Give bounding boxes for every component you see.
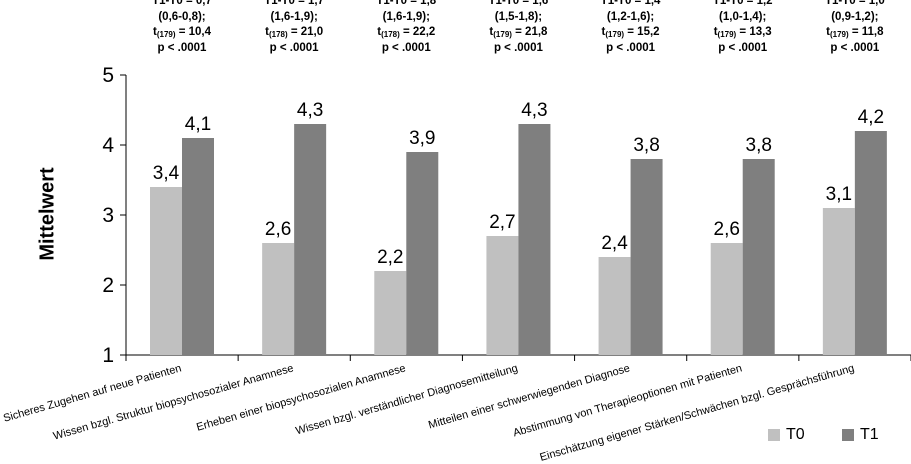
stat-t-df: (178) (381, 30, 400, 39)
stat-t-value: t(179) = 11,8 (826, 26, 884, 39)
bar-t1 (518, 124, 551, 355)
stat-confidence-interval: (1,0-1,4); (719, 10, 767, 23)
data-label-t0: 2,4 (601, 233, 628, 254)
bar-t0 (374, 271, 407, 355)
stat-confidence-interval: (0,6-0,8); (158, 10, 206, 23)
bar-t1 (406, 152, 439, 355)
bar-t1 (294, 124, 327, 355)
stat-t-df: (179) (493, 30, 512, 39)
legend-label-t1: T1 (860, 426, 879, 443)
stat-annotation: T1-T0 = 1,4 (1,2-1,6); t(179) = 15,2 p < .0… (571, 0, 691, 56)
stat-confidence-interval: (1,6-1,9); (382, 10, 430, 23)
y-axis-label: Mittelwert (36, 167, 59, 261)
bar-t1 (630, 159, 663, 355)
stat-confidence-interval: (1,5-1,8); (494, 10, 543, 23)
stat-p-value: p < .0001 (606, 41, 656, 54)
stat-annotation: T1-T0 = 0,7 (0,6-0,8); t(179) = 10,4 p < .0… (122, 0, 242, 56)
stat-t-df: (179) (156, 30, 176, 39)
stat-p-value: p < .0001 (157, 41, 207, 54)
bar-t0 (262, 243, 295, 355)
stat-p-value: p < .0001 (830, 41, 880, 54)
stat-t-value: t(178) = 22,2 (377, 26, 436, 39)
x-tick-label: Sicheres Zugehen auf neue Patienten (2, 362, 183, 424)
legend-swatch-t1 (842, 429, 854, 441)
legend-item-t1: T1 (842, 425, 879, 445)
stat-p-value: p < .0001 (718, 41, 768, 54)
stat-p-value: p < .0001 (269, 41, 319, 54)
data-label-t1: 4,1 (185, 114, 211, 135)
legend-item-t0: T0 (768, 425, 805, 445)
data-label-t0: 2,6 (265, 219, 291, 240)
stat-annotation: T1-T0 = 1,7 (1,6-1,9); t(178) = 21,0 p < .0… (234, 0, 354, 56)
stat-difference: T1-T0 = 1,2 (712, 0, 773, 7)
stat-t-value: t(179) = 10,4 (152, 26, 212, 39)
bar-t0 (598, 257, 631, 355)
data-label-t0: 3,4 (153, 163, 180, 184)
stat-t-df: (179) (717, 30, 737, 39)
stat-confidence-interval: (1,6-1,9); (270, 10, 318, 23)
stat-confidence-interval: (0,9-1,2); (831, 10, 879, 23)
stat-annotation: T1-T0 = 1,2 (1,0-1,4); t(179) = 13,3 p < .0… (683, 0, 803, 56)
stat-difference: T1-T0 = 1,7 (264, 0, 325, 7)
x-tick-label: Mitteilen einer schwerwiegenden Diagnose (427, 362, 631, 431)
stat-t-df: (179) (829, 30, 849, 39)
stat-t-value: t(178) = 21,0 (265, 26, 324, 39)
bar-t1 (742, 159, 775, 355)
stat-difference: T1-T0 = 1,0 (824, 0, 885, 7)
bar-t0 (150, 187, 182, 355)
stat-p-value: p < .0001 (493, 41, 543, 54)
stat-t-value: t(179) = 21,8 (489, 26, 548, 39)
data-label-t1: 3,9 (409, 128, 435, 149)
stat-t-df: (178) (268, 30, 288, 39)
data-label-t1: 4,2 (858, 107, 884, 128)
data-label-t0: 3,1 (826, 184, 852, 205)
data-label-t1: 4,3 (297, 100, 323, 121)
stat-difference: T1-T0 = 0,7 (152, 0, 212, 7)
stat-t-value: t(179) = 13,3 (713, 26, 772, 39)
y-tick-label: 5 (102, 64, 114, 87)
stat-confidence-interval: (1,2-1,6); (606, 10, 655, 23)
stat-t-value: t(179) = 15,2 (601, 26, 660, 39)
data-label-t0: 2,6 (714, 219, 740, 240)
stat-p-value: p < .0001 (381, 41, 431, 54)
data-label-t1: 4,3 (521, 100, 547, 121)
data-label-t0: 2,7 (489, 212, 515, 233)
stat-annotation: T1-T0 = 1,6 (1,5-1,8); t(179) = 21,8 p < .0… (458, 0, 578, 56)
bar-t0 (486, 236, 519, 355)
stat-annotation: T1-T0 = 1,0 (0,9-1,2); t(179) = 11,8 p < .0… (795, 0, 911, 56)
bar-t1 (854, 131, 887, 355)
bar-t0 (710, 243, 743, 355)
y-tick-label: 2 (102, 274, 114, 297)
data-label-t0: 2,2 (377, 247, 403, 268)
data-label-t1: 3,8 (633, 135, 659, 156)
legend-label-t0: T0 (786, 426, 805, 443)
stat-difference: T1-T0 = 1,4 (600, 0, 661, 7)
y-tick-label: 1 (102, 344, 114, 367)
bar-t0 (822, 208, 855, 355)
legend-swatch-t0 (768, 429, 780, 441)
stat-t-df: (179) (605, 30, 625, 39)
y-tick-label: 4 (102, 134, 114, 157)
stat-annotation: T1-T0 = 1,8 (1,6-1,9); t(178) = 22,2 p < .0… (346, 0, 466, 56)
y-tick-label: 3 (102, 204, 114, 227)
stat-difference: T1-T0 = 1,8 (376, 0, 437, 7)
data-label-t1: 3,8 (746, 135, 772, 156)
stat-difference: T1-T0 = 1,6 (488, 0, 549, 7)
bar-t1 (182, 138, 214, 355)
